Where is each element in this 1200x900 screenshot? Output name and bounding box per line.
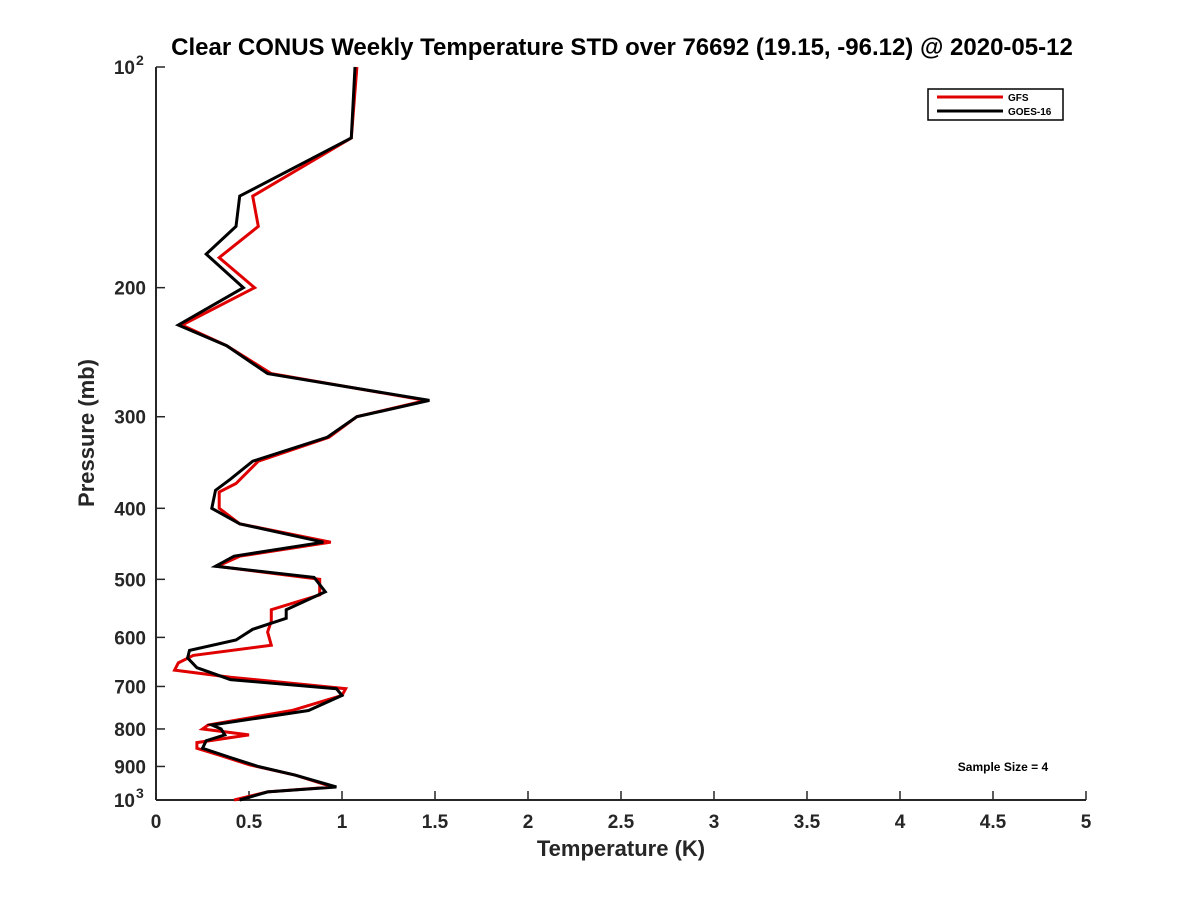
y-tick-label: 200	[114, 279, 146, 300]
y-tick-exponent: 3	[136, 785, 144, 801]
chart-title: Clear CONUS Weekly Temperature STD over …	[171, 34, 1073, 61]
x-tick-label: 1.5	[422, 812, 449, 833]
x-tick-label: 3.5	[794, 812, 821, 833]
x-axis-ticks: 0 0.5 1 1.5 2 2.5 3 3.5 4 4.5 5	[151, 791, 1092, 833]
legend: GFS GOES-16	[927, 88, 1064, 121]
y-tick-label: 700	[114, 677, 146, 698]
legend-label-gfs: GFS	[1008, 93, 1029, 104]
legend-label-goes16: GOES-16	[1008, 107, 1052, 118]
x-tick-label: 0	[151, 812, 162, 833]
y-tick-label: 600	[114, 628, 146, 649]
y-tick-label: 10	[114, 791, 135, 812]
y-tick-label: 800	[114, 720, 146, 741]
x-tick-label: 2	[523, 812, 534, 833]
legend-box	[927, 88, 1064, 121]
y-tick-label: 300	[114, 408, 146, 429]
y-tick-exponent: 2	[136, 52, 144, 68]
sample-size-annotation: Sample Size = 4	[958, 760, 1049, 774]
y-tick-label: 900	[114, 757, 146, 778]
x-tick-label: 2.5	[608, 812, 635, 833]
x-tick-label: 4	[895, 812, 906, 833]
y-axis-label: Pressure (mb)	[74, 359, 99, 507]
x-tick-label: 4.5	[980, 812, 1007, 833]
series-line-goes16	[174, 66, 430, 802]
x-axis-label: Temperature (K)	[537, 836, 705, 861]
y-tick-label: 500	[114, 570, 146, 591]
series-line-gfs	[172, 66, 427, 802]
x-tick-label: 1	[337, 812, 348, 833]
x-tick-label: 0.5	[236, 812, 263, 833]
series-lines	[172, 66, 430, 802]
x-tick-label: 5	[1081, 812, 1092, 833]
y-tick-label: 400	[114, 499, 146, 520]
y-tick-label: 10	[114, 58, 135, 79]
plot-area: 0 0.5 1 1.5 2 2.5 3 3.5 4 4.5 5 10 2200300400500600…	[114, 52, 1092, 833]
x-tick-label: 3	[709, 812, 720, 833]
